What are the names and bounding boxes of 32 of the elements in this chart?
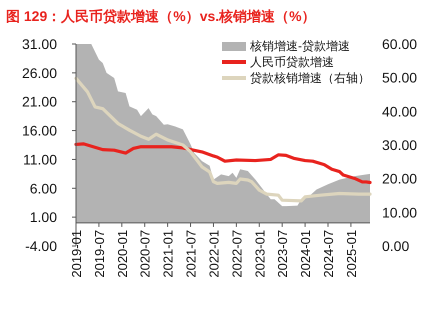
y2-tick-label: 60.00: [382, 36, 418, 52]
y-tick-label: -4.00: [25, 238, 58, 254]
y-tick-label: 21.00: [22, 94, 58, 110]
y-tick-label: 26.00: [22, 64, 58, 81]
x-tick-label: 2022-01: [206, 230, 222, 278]
y2-tick-label: 20.00: [382, 170, 418, 187]
x-tick-label: 2019-07: [92, 230, 107, 278]
y-tick-label: 16.00: [22, 122, 58, 139]
x-tick-label: 2021-01: [160, 230, 176, 278]
y-tick-label: 11.00: [23, 151, 58, 168]
x-tick-label: 2023-07: [275, 230, 290, 278]
legend-label: 贷款核销增速（右轴）: [250, 71, 370, 85]
y2-tick-label: 0.00: [382, 238, 410, 254]
y-tick-label: 1.00: [30, 209, 58, 226]
x-tick-label: 2019-01: [69, 230, 84, 278]
y2-tick-label: 40.00: [382, 103, 418, 120]
x-tick-label: 2024-07: [321, 230, 336, 278]
chart-title: 图 129：人民币贷款增速（%）vs.核销增速（%）: [6, 8, 316, 24]
y2-tick-label: 50.00: [382, 70, 418, 86]
legend-label: 人民币贷款增速: [250, 55, 334, 69]
x-tick-label: 2021-07: [184, 230, 199, 278]
x-tick-label: 2024-01: [298, 230, 314, 278]
x-tick-label: 2023-01: [252, 230, 268, 278]
legend-label: 核销增速-贷款增速: [249, 39, 350, 53]
x-tick-label: 2025-01: [344, 230, 359, 278]
x-tick-label: 2022-07: [229, 230, 244, 278]
y2-tick-label: 10.00: [382, 204, 418, 220]
x-tick-label: 2020-01: [114, 230, 130, 278]
y-tick-label: 6.00: [30, 180, 58, 196]
y-tick-label: 31.00: [22, 36, 58, 52]
y2-tick-label: 30.00: [382, 137, 418, 153]
x-tick-label: 2020-07: [138, 230, 153, 278]
